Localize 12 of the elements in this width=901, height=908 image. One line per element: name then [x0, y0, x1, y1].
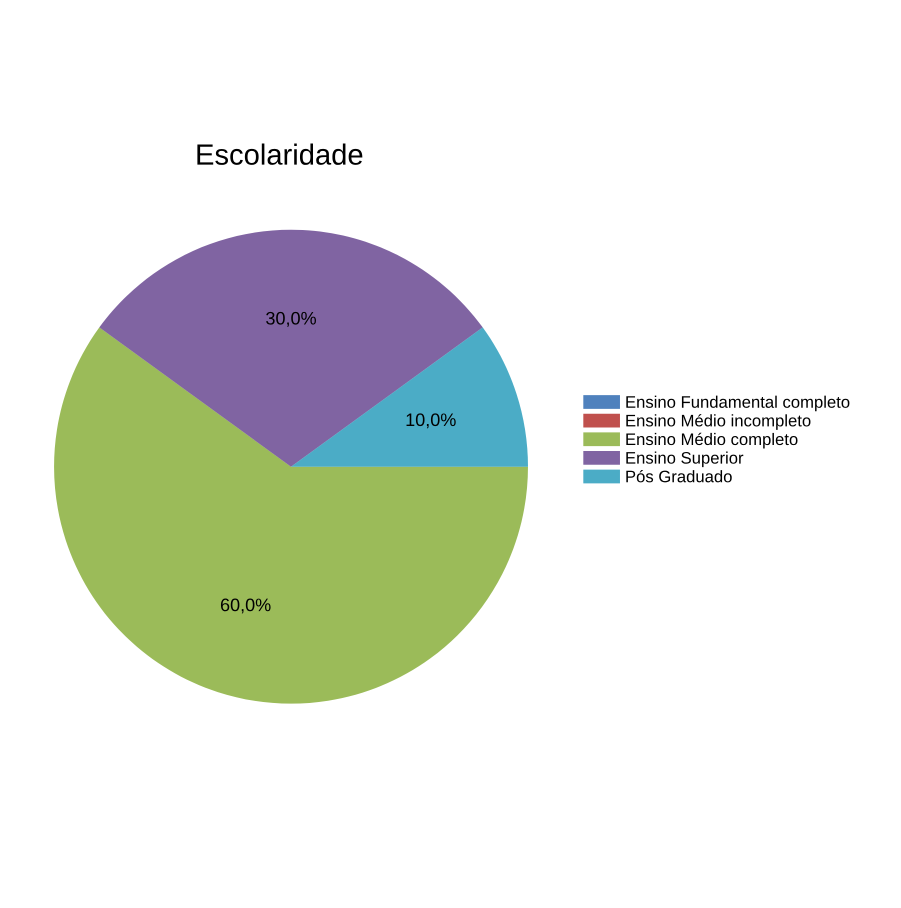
legend-label: Ensino Médio completo	[626, 432, 798, 448]
data-label: 10,0%	[406, 413, 456, 428]
pie-slice	[291, 327, 528, 467]
legend-label: Ensino Fundamental completo	[626, 396, 850, 412]
legend-label: Ensino Médio incompleto	[626, 414, 810, 430]
legend-label: Ensino Superior	[626, 452, 744, 468]
chart-title: Escolaridade	[197, 143, 362, 165]
pie-slice	[54, 327, 528, 704]
pie-slice	[99, 230, 483, 467]
data-label: 60,0%	[220, 598, 271, 614]
data-label: 30,0%	[266, 312, 316, 327]
legend-label: Pós Graduado	[626, 470, 732, 482]
